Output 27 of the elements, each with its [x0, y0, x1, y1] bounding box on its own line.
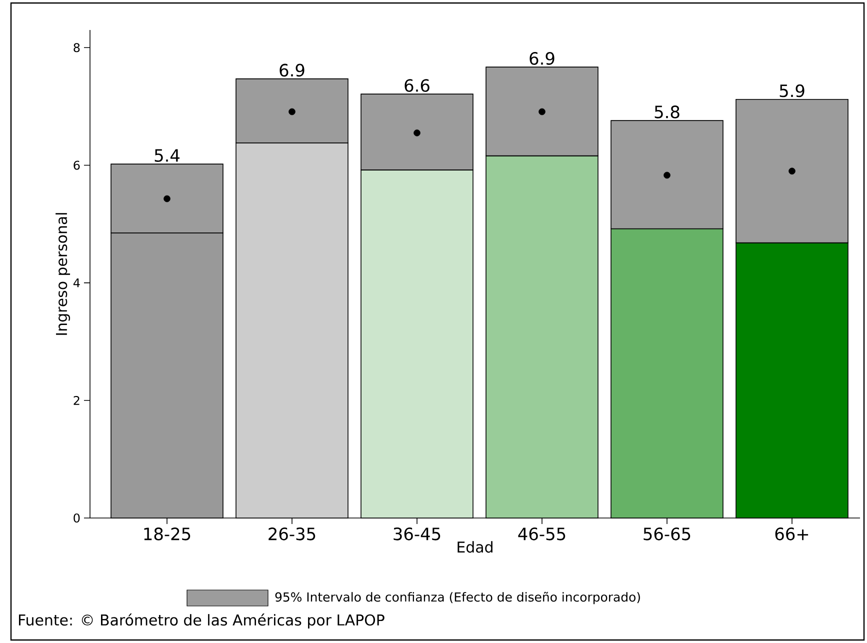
annotation: 5.9	[780, 84, 804, 98]
x-tick-label: 18-25	[144, 528, 190, 540]
x-tick-label: 26-35	[268, 528, 316, 540]
point	[288, 108, 296, 116]
annotation: 5.8	[654, 106, 680, 118]
x-axis-title: Edad	[458, 541, 492, 553]
y-tick-label: 0	[74, 513, 80, 523]
y-tick-label: 2	[74, 396, 80, 405]
y-tick-label: 4	[73, 278, 80, 288]
annotation: 6.9	[280, 64, 304, 77]
point	[538, 108, 546, 116]
x-tick-label: 66+	[775, 528, 808, 540]
y-axis-title: Ingreso personal	[56, 213, 70, 335]
point	[788, 168, 796, 175]
annotation: 6.6	[404, 79, 430, 92]
text: 95% Intervalo de confianza (Efecto de diseño incorporado)	[275, 592, 640, 604]
x-tick-label: 56-65	[644, 528, 690, 540]
source-note: Fuente: © Barómetro de las Américas por LAPOP	[18, 613, 384, 629]
x-tick-label: 46-55	[518, 528, 566, 540]
y-tick-label: 8	[74, 43, 80, 52]
annotation: 5.4	[154, 149, 180, 162]
annotation: 6.9	[530, 52, 554, 65]
point	[414, 129, 420, 136]
point	[664, 172, 670, 179]
y-tick-label: 6	[74, 160, 80, 170]
x-tick-label: 36-45	[394, 528, 440, 540]
point	[164, 195, 170, 202]
